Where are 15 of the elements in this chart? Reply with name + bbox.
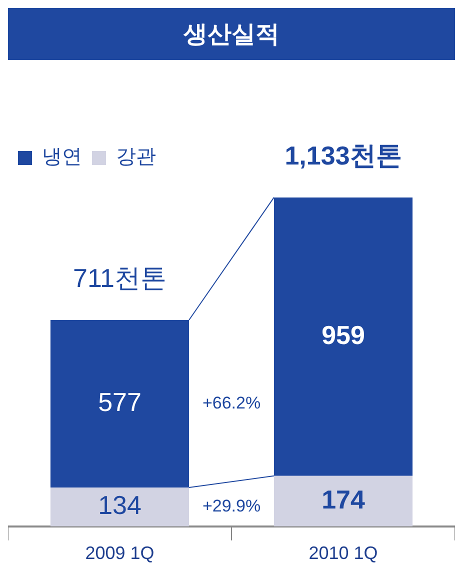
legend-label: 강관 — [116, 144, 156, 168]
annotation: +66.2% — [202, 393, 261, 412]
chart-title: 생산실적 — [8, 8, 455, 60]
x-tick-label: 2009 1Q — [85, 543, 154, 564]
data-label: 134 — [98, 490, 142, 520]
legend-label: 냉연 — [42, 144, 82, 168]
data-label: 959 — [322, 320, 365, 350]
data-label: 577 — [98, 386, 142, 417]
x-tick-label: 2010 1Q — [308, 543, 378, 564]
bar — [274, 476, 413, 526]
bar — [50, 487, 190, 526]
total-label: 1,133천톤 — [284, 140, 402, 171]
annotation: +29.9% — [202, 496, 261, 516]
total-label: 711천톤 — [73, 263, 166, 294]
data-label: 174 — [322, 484, 366, 514]
